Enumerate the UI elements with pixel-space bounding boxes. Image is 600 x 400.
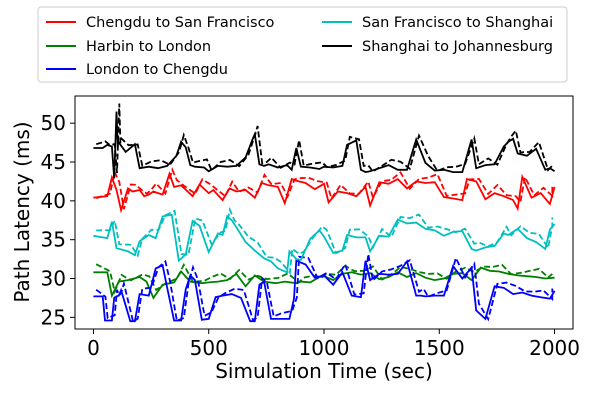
legend-label-chengdu-to-san-francisco: Chengdu to San Francisco (86, 15, 275, 31)
x-tick-label: 500 (190, 336, 228, 360)
legend-label-harbin-to-london: Harbin to London (86, 39, 211, 55)
y-tick-label: 45 (41, 150, 66, 174)
y-tick-label: 30 (41, 267, 66, 291)
x-tick-label: 1500 (414, 336, 465, 360)
x-tick-label: 2000 (529, 336, 580, 360)
y-axis-ticks: 25 30 35 40 45 50 (41, 111, 75, 329)
x-axis-ticks: 0 500 1000 1500 2000 (87, 329, 580, 360)
legend-frame (37, 6, 568, 83)
series-line-san-francisco-to-shanghai (93, 213, 556, 274)
plot-area: 0 500 1000 1500 2000 25 30 35 40 45 50 (41, 95, 580, 360)
x-tick-label: 1000 (299, 336, 350, 360)
series-line-chengdu-to-san-francisco (93, 170, 556, 214)
y-tick-label: 25 (41, 305, 66, 329)
legend-label-london-to-chengdu: London to Chengdu (86, 62, 228, 78)
series-dashed-shanghai-to-johannesburg (95, 103, 554, 174)
series-layer (93, 103, 556, 323)
legend: Chengdu to San Francisco Harbin to London… (37, 6, 568, 83)
y-tick-label: 40 (41, 189, 66, 213)
legend-label-shanghai-to-johannesburg: Shanghai to Johannesburg (362, 39, 553, 55)
y-tick-label: 50 (41, 111, 66, 135)
series-dashed-chengdu-to-san-francisco (95, 167, 554, 210)
x-axis-title: Simulation Time (sec) (215, 359, 433, 383)
series-line-shanghai-to-johannesburg (93, 111, 556, 179)
series-dashed-san-francisco-to-shanghai (96, 206, 554, 275)
series-line-london-to-chengdu (93, 259, 556, 323)
x-tick-label: 0 (87, 336, 100, 360)
legend-label-san-francisco-to-shanghai: San Francisco to Shanghai (362, 15, 553, 31)
y-tick-label: 35 (41, 228, 66, 252)
legend-items: Chengdu to San Francisco Harbin to London… (46, 15, 553, 78)
y-axis-title: Path Latency (ms) (10, 121, 34, 302)
